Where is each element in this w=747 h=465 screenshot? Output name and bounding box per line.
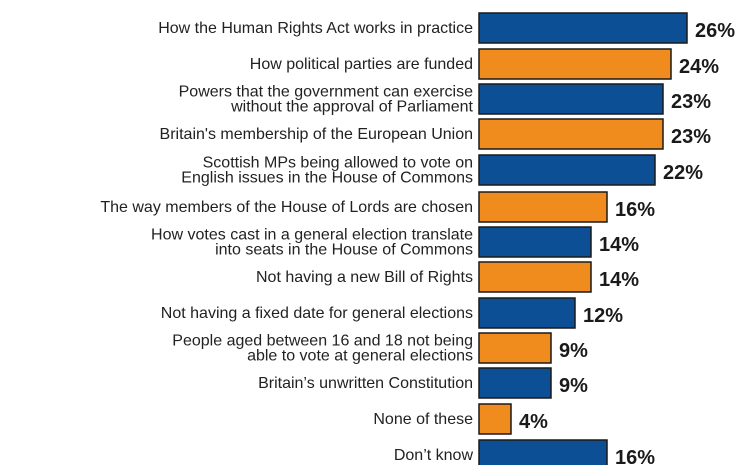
value-label: 23% [671, 126, 711, 148]
value-label: 23% [671, 91, 711, 113]
bar [478, 367, 552, 399]
bar [478, 261, 592, 293]
category-label: How the Human Rights Act works in practi… [158, 20, 473, 37]
value-label: 9% [559, 340, 588, 362]
value-label: 4% [519, 411, 548, 433]
category-label: None of these [373, 411, 473, 428]
category-label: How votes cast in a general election tra… [151, 227, 473, 259]
bar [478, 83, 664, 115]
category-label: The way members of the House of Lords ar… [100, 199, 473, 216]
value-label: 22% [663, 162, 703, 184]
bar [478, 226, 592, 258]
bar [478, 297, 576, 329]
value-label: 16% [615, 199, 655, 221]
category-label: Britain's membership of the European Uni… [160, 126, 473, 143]
bar [478, 154, 656, 186]
bar [478, 403, 512, 435]
value-label: 24% [679, 56, 719, 78]
value-label: 16% [615, 447, 655, 465]
value-label: 14% [599, 234, 639, 256]
category-label: Powers that the government can exercise w… [179, 84, 474, 116]
category-label: Not having a new Bill of Rights [256, 269, 473, 286]
bar [478, 118, 664, 150]
value-label: 9% [559, 375, 588, 397]
bar [478, 48, 672, 80]
bar [478, 332, 552, 364]
category-label: Not having a fixed date for general elec… [161, 305, 473, 322]
category-label: How political parties are funded [250, 56, 473, 73]
value-label: 26% [695, 20, 735, 42]
bar [478, 12, 688, 44]
category-label: Scottish MPs being allowed to vote on Eng… [181, 155, 473, 187]
bar [478, 191, 608, 223]
category-label: Don’t know [394, 447, 474, 464]
value-label: 12% [583, 305, 623, 327]
value-label: 14% [599, 269, 639, 291]
category-label: Britain’s unwritten Constitution [258, 375, 473, 392]
bar [478, 439, 608, 465]
category-label: People aged between 16 and 18 not being a… [172, 333, 473, 365]
